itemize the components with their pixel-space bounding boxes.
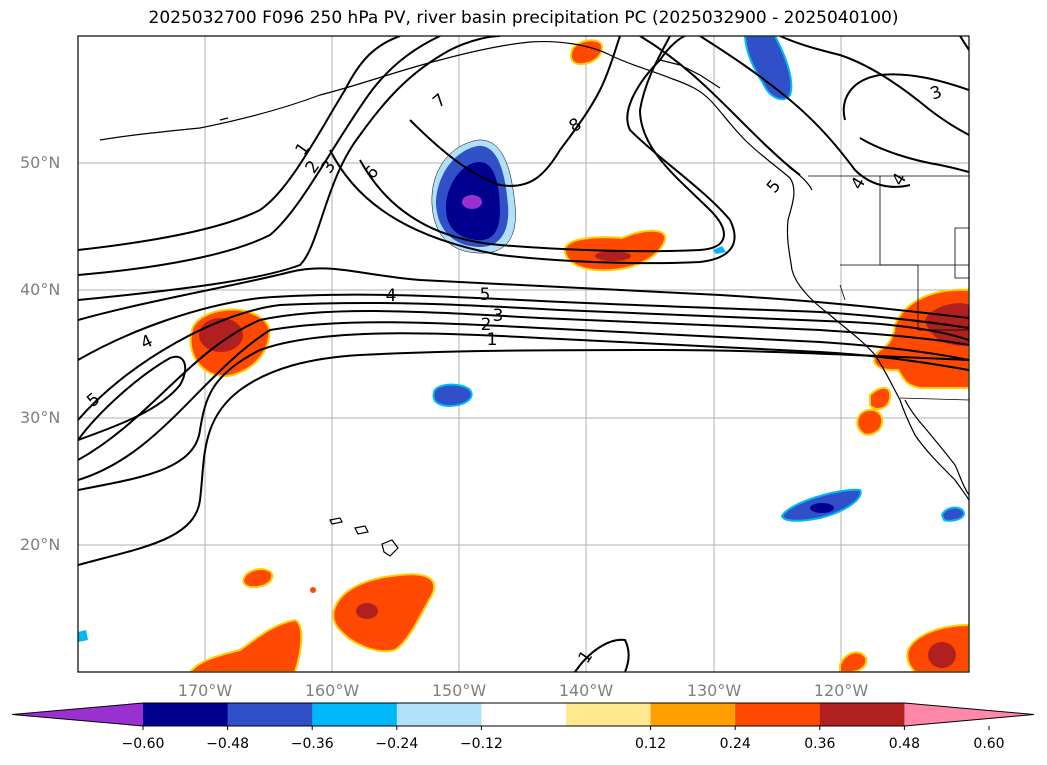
contour-label: 3: [493, 306, 504, 326]
negative-anomaly-blob: [78, 630, 88, 642]
colorbar-tick-label: −0.24: [375, 736, 419, 752]
positive-anomaly-blob: [199, 318, 243, 352]
map-frame: [77, 35, 970, 673]
colorbar-tick-label: 0.36: [804, 736, 836, 752]
colorbar-segment: [312, 703, 398, 726]
negative-anomaly-blob: [810, 503, 834, 513]
lat-label-20n: 20°N: [20, 535, 61, 554]
colorbar-max-extend: [904, 703, 1034, 726]
colorbar-segment: [481, 703, 567, 726]
contour-label: 1: [487, 330, 498, 350]
negative-anomaly-blob: [940, 506, 966, 522]
coastlines: [99, 41, 969, 557]
lon-label-170w: 170°W: [177, 681, 233, 700]
colorbar-tick-label: 0.60: [973, 736, 1005, 752]
colorbar-tick-label: −0.36: [290, 736, 334, 752]
lon-label-130w: 130°W: [686, 681, 742, 700]
contour-label: 2: [481, 315, 492, 335]
positive-anomaly-blob: [869, 386, 892, 411]
colorbar-tick-label: 0.12: [635, 736, 667, 752]
positive-anomaly-blob: [569, 39, 604, 66]
negative-anomaly-blob: [713, 246, 726, 254]
colorbar-tick-label: −0.12: [459, 736, 503, 752]
colorbar-segment: [227, 703, 313, 726]
colorbar-segment: [566, 703, 652, 726]
negative-anomaly-blob: [743, 36, 793, 101]
lat-label-40n: 40°N: [20, 280, 61, 299]
colorbar-segment: [396, 703, 482, 726]
lon-label-120w: 120°W: [813, 681, 869, 700]
colorbar: [11, 702, 1035, 730]
figure-title: 2025032700 F096 250 hPa PV, river basin …: [148, 8, 899, 28]
lon-label-160w: 160°W: [304, 681, 360, 700]
colorbar-segment: [735, 703, 821, 726]
lon-label-140w: 140°W: [558, 681, 614, 700]
colorbar-min-extend: [12, 703, 143, 726]
pv-contours: [78, 36, 969, 672]
contour-label: 5: [480, 285, 491, 305]
positive-anomaly-blob: [188, 618, 303, 672]
lat-label-30n: 30°N: [20, 408, 61, 427]
contour-label: 4: [386, 286, 397, 306]
positive-anomaly-blob: [595, 251, 631, 261]
positive-anomaly-blob: [242, 568, 274, 589]
lat-label-50n: 50°N: [20, 153, 61, 172]
colorbar-tick-label: 0.48: [888, 736, 920, 752]
positive-anomaly-blob: [856, 408, 884, 436]
positive-anomaly-blob: [928, 642, 956, 668]
colorbar-segment: [819, 703, 905, 726]
colorbar-segment: [650, 703, 736, 726]
colorbar-tick-label: −0.60: [121, 736, 165, 752]
positive-anomaly-blob: [310, 587, 316, 593]
colorbar-tick-label: −0.48: [206, 736, 250, 752]
colorbar-segment: [143, 703, 229, 726]
colorbar-tick-label: 0.24: [719, 736, 751, 752]
lon-label-150w: 150°W: [431, 681, 487, 700]
borders: [808, 175, 969, 401]
negative-anomaly-blob: [462, 195, 482, 209]
positive-anomaly-blob: [332, 573, 435, 653]
negative-anomaly-blob: [432, 383, 473, 408]
positive-anomaly-blob: [356, 603, 378, 619]
